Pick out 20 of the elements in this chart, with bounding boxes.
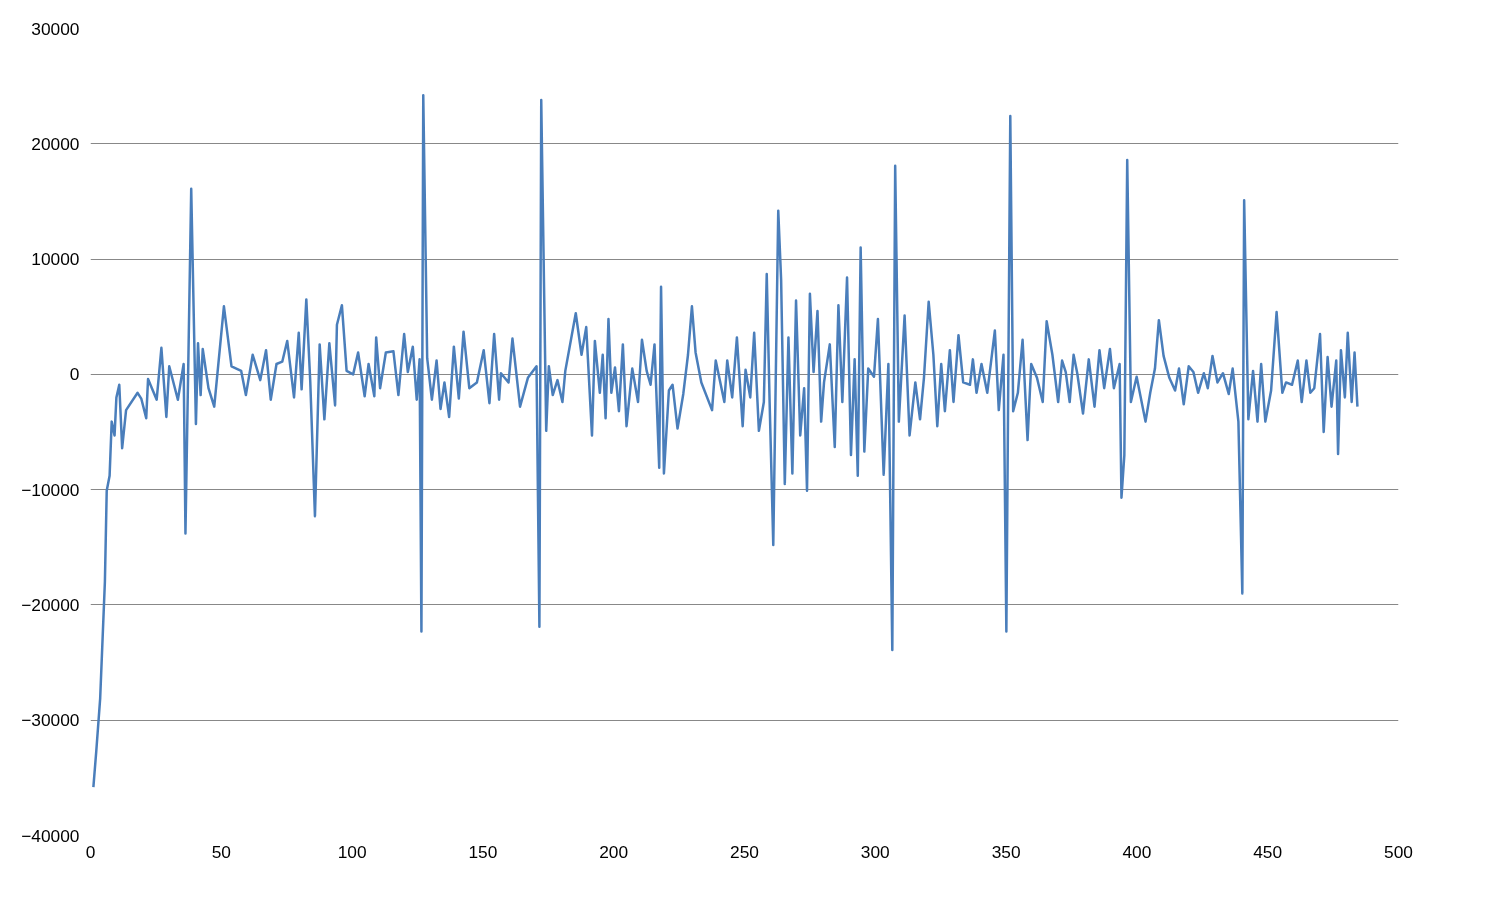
x-tick-label: 150 (468, 841, 498, 862)
y-tick-label: −20000 (21, 594, 80, 615)
y-tick-label: 30000 (31, 18, 80, 39)
y-tick-label: −10000 (21, 479, 80, 500)
x-tick-label: 400 (1122, 841, 1152, 862)
y-tick-label: −30000 (21, 710, 80, 731)
x-tick-label: 450 (1253, 841, 1283, 862)
y-tick-label: 0 (69, 364, 80, 385)
x-tick-label: 50 (211, 841, 231, 862)
x-tick-label: 250 (730, 841, 759, 862)
y-tick-label: −40000 (21, 825, 80, 846)
x-tick-label: 300 (860, 841, 890, 862)
x-tick-label: 0 (85, 841, 96, 862)
line-series (92, 94, 1359, 789)
x-tick-label: 350 (991, 841, 1021, 862)
x-tick-label: 100 (337, 841, 367, 862)
y-tick-label: 20000 (31, 133, 80, 154)
x-tick-label: 500 (1384, 841, 1413, 862)
x-tick-label: 200 (599, 841, 629, 862)
y-tick-label: 10000 (31, 249, 80, 270)
